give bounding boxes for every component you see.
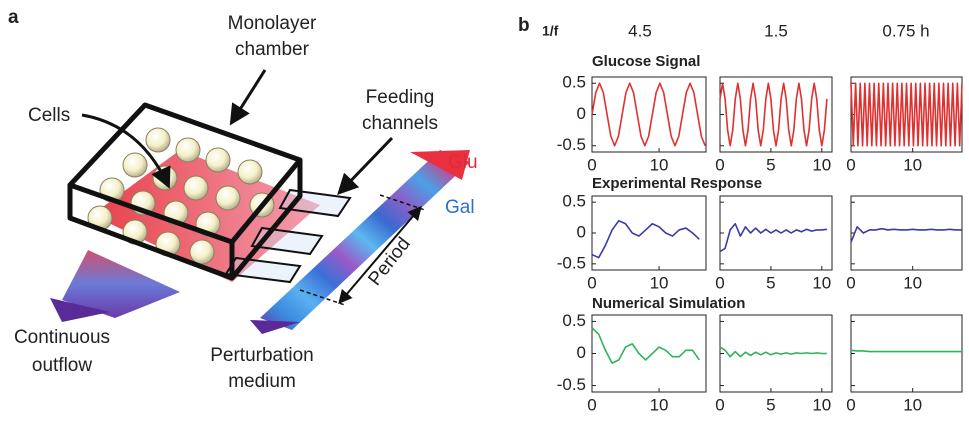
label: Gal	[445, 197, 475, 218]
axes-frame	[592, 315, 706, 392]
x-tick-label: 0	[846, 273, 855, 292]
label: Perturbation	[210, 345, 314, 366]
x-tick-label: 10	[812, 395, 831, 414]
row-title: Glucose Signal	[592, 53, 700, 70]
axes-frame	[851, 196, 962, 270]
y-tick-label: -0.5	[557, 253, 586, 272]
label: channels	[362, 113, 438, 134]
arrow	[340, 138, 392, 192]
y-tick-label: 0.5	[562, 73, 586, 92]
x-tick-label: 0	[715, 395, 724, 414]
column-header: 4.5	[628, 21, 652, 40]
column-header: 0.75 h	[882, 21, 929, 40]
label: Monolayer	[228, 13, 317, 34]
y-tick-label: 0	[577, 222, 586, 241]
x-tick-label: 5	[766, 395, 775, 414]
label: medium	[228, 371, 296, 392]
y-tick-label: 0	[577, 104, 586, 123]
y-tick-label: 0.5	[562, 192, 586, 211]
x-tick-label: 10	[650, 395, 669, 414]
x-tick-label: 0	[715, 273, 724, 292]
x-tick-label: 5	[766, 273, 775, 292]
x-tick-label: 10	[903, 395, 922, 414]
figure: a Monolayer chamber Cells Feeding channe…	[0, 0, 969, 428]
x-tick-label: 10	[812, 155, 831, 174]
x-tick-label: 10	[812, 273, 831, 292]
x-tick-label: 10	[650, 273, 669, 292]
x-tick-label: 10	[903, 273, 922, 292]
panel-label: a	[8, 7, 19, 28]
row-title: Numerical Simulation	[592, 295, 745, 312]
y-tick-label: 0.5	[562, 311, 586, 330]
freq-label: 1/f	[542, 23, 559, 39]
column-header: 1.5	[764, 21, 788, 40]
label: chamber	[235, 39, 310, 60]
axes-frame	[592, 196, 706, 270]
label: Continuous	[14, 327, 110, 348]
x-tick-label: 0	[846, 395, 855, 414]
y-tick-label: -0.5	[557, 135, 586, 154]
axes-frame	[851, 315, 962, 392]
y-tick-label: 0	[577, 343, 586, 362]
device-diagram	[50, 70, 470, 334]
x-tick-label: 10	[650, 155, 669, 174]
panel-label: b	[518, 15, 530, 36]
x-tick-label: 0	[715, 155, 724, 174]
x-tick-label: 10	[903, 155, 922, 174]
x-tick-label: 0	[846, 155, 855, 174]
x-tick-label: 0	[587, 395, 596, 414]
x-tick-label: 0	[587, 155, 596, 174]
label: Glu	[448, 152, 478, 173]
label: Feeding	[366, 87, 435, 108]
axes-frame	[720, 196, 832, 270]
row-title: Experimental Response	[592, 175, 762, 192]
label: Cells	[28, 105, 70, 126]
label: outflow	[32, 355, 92, 376]
x-tick-label: 5	[766, 155, 775, 174]
y-tick-label: -0.5	[557, 375, 586, 394]
x-tick-label: 0	[587, 273, 596, 292]
arrow	[232, 70, 265, 122]
